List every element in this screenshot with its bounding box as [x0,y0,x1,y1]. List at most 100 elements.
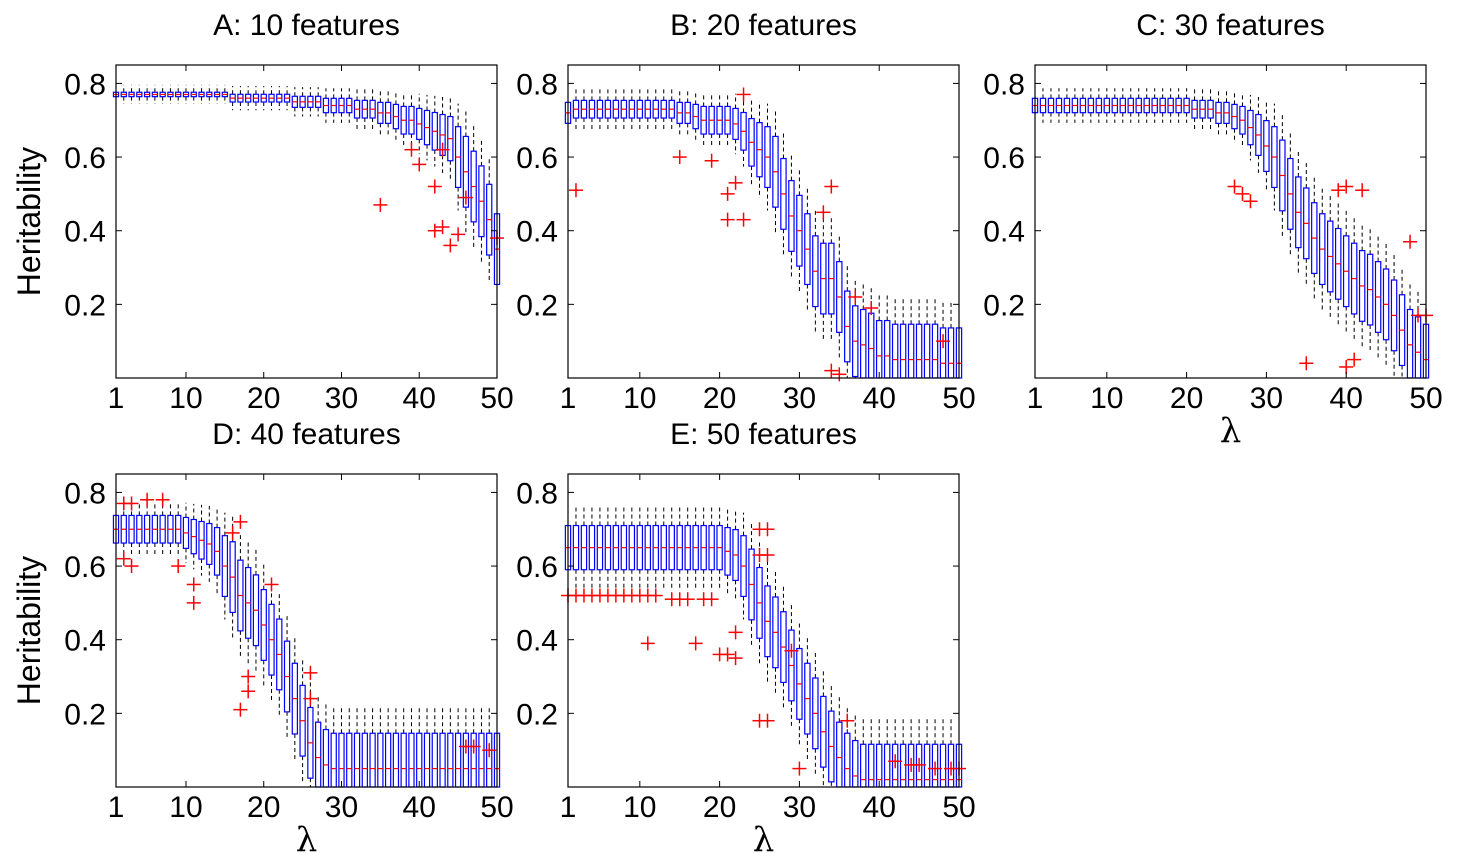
box [931,298,939,379]
box [1398,269,1406,378]
box [676,90,683,136]
box [708,507,715,589]
y-tick-label: 0.2 [516,289,558,322]
box [867,287,875,379]
box [276,593,283,716]
box [377,707,384,788]
box-iqr [939,743,947,788]
y-tick-label: 0.8 [516,477,558,510]
x-tick-label: 10 [623,382,656,415]
box-iqr [400,732,407,788]
box [252,549,260,672]
x-tick-label: 10 [1090,382,1123,415]
box [1071,88,1079,123]
box [732,93,739,155]
outlier-marker [720,647,735,662]
x-tick-label: 30 [783,382,816,415]
box [478,140,485,263]
box [221,84,229,105]
x-tick-label: 50 [942,382,975,415]
box [1342,210,1350,333]
box-iqr [931,323,939,379]
box [423,94,431,161]
box [1111,88,1119,123]
box [120,501,127,557]
box [907,298,915,379]
box-iqr [322,728,330,788]
box [361,89,368,130]
box [652,89,660,130]
box [899,298,907,379]
box [1358,224,1366,348]
box [361,707,368,788]
x-tick-label: 30 [325,791,358,824]
outlier-marker [443,238,458,253]
box [780,132,787,256]
y-tick-label: 0.4 [64,625,106,658]
box [572,507,580,589]
box [572,89,580,130]
box [1390,254,1398,377]
x-tick-label: 40 [1330,382,1363,415]
box-iqr [867,312,875,379]
box [891,298,899,379]
box [716,507,723,589]
box [836,235,843,359]
box [392,91,400,142]
outlier-marker [1299,356,1314,371]
box [820,670,827,787]
box [423,707,431,788]
box-iqr [361,732,368,788]
box [724,508,731,595]
outlier-marker [225,525,240,540]
outlier-marker [928,761,943,776]
box-iqr [883,743,891,788]
outlier-marker [816,205,831,220]
y-tick-label: 0.6 [64,142,106,175]
box [237,534,244,657]
box-iqr [330,732,337,788]
x-tick-label: 1 [560,382,577,415]
box [377,90,384,136]
box-iqr [423,732,431,788]
box [330,88,337,123]
box [229,85,236,111]
box [346,707,353,788]
outlier-marker [1403,234,1418,249]
box [852,280,859,378]
box-iqr [486,732,493,788]
outlier-marker [680,592,695,607]
box [198,84,205,105]
box-iqr [454,732,462,788]
box [213,84,221,105]
box [439,97,446,173]
box [612,507,620,589]
outlier-marker [720,186,735,201]
box [384,90,392,136]
box [756,101,763,198]
box [1350,217,1358,340]
x-tick-label: 10 [623,791,656,824]
outlier-marker [435,220,450,235]
y-tick-label: 0.8 [64,68,106,101]
box [796,169,803,292]
box [1095,88,1103,123]
box [1135,88,1142,123]
box [431,707,438,788]
box [338,88,345,123]
outlier-marker [1339,359,1354,374]
box [346,88,353,123]
box [330,707,337,788]
box [1223,90,1230,136]
box [1047,88,1055,123]
y-tick-label: 0.6 [983,142,1025,175]
y-tick-label: 0.6 [516,551,558,584]
box [748,99,755,186]
box-iqr [899,323,907,379]
axes-frame [1034,64,1427,379]
box-iqr [431,732,438,788]
box [708,92,715,148]
box [772,110,779,233]
box [1247,94,1254,161]
outlier-marker [264,577,279,592]
